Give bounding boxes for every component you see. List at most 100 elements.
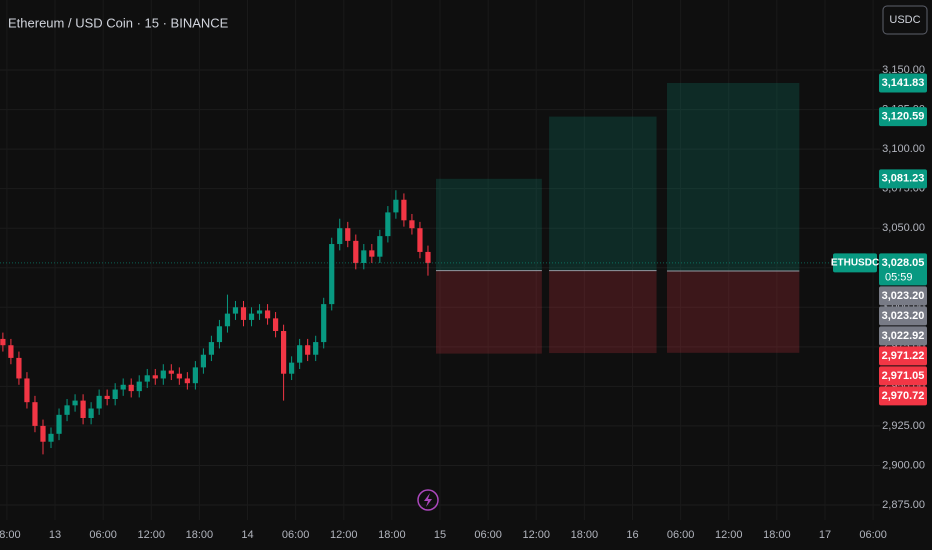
currency-button-label[interactable]: USDC <box>889 14 920 26</box>
candle-body <box>0 338 6 346</box>
candle-body <box>361 250 367 264</box>
candle-body <box>280 331 287 374</box>
price-badge <box>879 366 927 386</box>
x-tick-label: 18:00 <box>0 529 21 541</box>
candle-body <box>136 381 142 392</box>
x-tick-label: 06:00 <box>859 529 887 541</box>
loss-zone <box>549 270 657 354</box>
countdown-label: 05:59 <box>885 271 913 283</box>
candle-body <box>409 220 415 229</box>
price-badge <box>879 286 927 306</box>
price-badge <box>879 306 927 326</box>
candle-body <box>385 212 391 237</box>
candle-body <box>305 345 311 355</box>
candle-body <box>48 433 54 442</box>
candle-body <box>176 373 182 379</box>
candle-body <box>417 228 423 252</box>
price-badge-label: 3,022.92 <box>882 330 925 342</box>
x-tick-label: 12:00 <box>715 529 743 541</box>
candle-body <box>337 228 343 245</box>
candle-body <box>16 357 22 379</box>
price-badge <box>879 253 927 286</box>
candle-body <box>248 313 255 320</box>
candle-body <box>264 310 271 319</box>
x-tick-label: 17 <box>819 529 831 541</box>
price-badge-label: 3,141.83 <box>882 77 925 89</box>
price-badge-label: 3,023.20 <box>882 290 925 302</box>
x-tick-label: 06:00 <box>89 529 117 541</box>
x-tick-label: 12:00 <box>330 529 358 541</box>
y-tick-label: 2,900.00 <box>882 459 925 471</box>
candle-body <box>345 228 351 241</box>
candle-body <box>377 236 383 257</box>
candle-body <box>369 250 375 257</box>
candle-body <box>297 345 303 363</box>
candle-body <box>208 342 215 355</box>
x-tick-label: 16 <box>626 529 638 541</box>
x-tick-label: 06:00 <box>667 529 695 541</box>
loss-zone <box>666 271 800 353</box>
y-tick-label: 3,050.00 <box>882 222 925 234</box>
candle-body <box>393 199 399 213</box>
candle-body <box>56 414 62 434</box>
candle-body <box>272 318 279 332</box>
price-badge <box>879 326 927 346</box>
candle-body <box>353 240 359 264</box>
price-badge <box>879 107 927 127</box>
price-badge <box>879 169 927 189</box>
candle-body <box>256 310 263 314</box>
candle-body <box>120 384 126 390</box>
price-badge <box>879 386 927 406</box>
candle-body <box>96 395 102 409</box>
candle-body <box>425 251 431 263</box>
candle-body <box>401 199 407 221</box>
candle-body <box>200 354 207 368</box>
x-tick-label: 14 <box>241 529 253 541</box>
loss-zone <box>435 270 542 354</box>
price-badge-label: 2,971.22 <box>882 350 925 362</box>
candle-body <box>232 307 239 314</box>
y-tick-label: 3,100.00 <box>882 143 925 155</box>
events-icon[interactable] <box>417 489 439 511</box>
candle-body <box>160 370 166 379</box>
candle-body <box>128 384 134 392</box>
y-tick-label: 2,925.00 <box>882 420 925 432</box>
x-tick-label: 15 <box>434 529 446 541</box>
price-badge-label: 3,023.20 <box>882 310 925 322</box>
currency-button[interactable] <box>882 5 928 35</box>
price-badge-label: 3,081.23 <box>882 173 925 185</box>
candle-body <box>168 370 174 374</box>
x-tick-label: 18:00 <box>186 529 214 541</box>
profit-zone <box>435 178 542 271</box>
candle-body <box>8 345 14 358</box>
candle-body <box>329 244 335 305</box>
x-tick-label: 12:00 <box>137 529 165 541</box>
plot <box>0 82 880 455</box>
candle-body <box>80 400 86 418</box>
candle-body <box>240 307 247 320</box>
candle-body <box>184 378 190 384</box>
candle-body <box>72 400 78 406</box>
candle-body <box>112 389 118 400</box>
symbol-badge <box>833 253 877 273</box>
candle-body <box>313 342 319 355</box>
candle-body <box>224 313 231 327</box>
x-tick-label: 18:00 <box>763 529 791 541</box>
grid <box>0 0 880 520</box>
candle-body <box>289 362 295 374</box>
candle-body <box>88 408 94 418</box>
candle-body <box>152 375 158 379</box>
candle-body <box>40 425 46 442</box>
x-tick-label: 06:00 <box>282 529 310 541</box>
symbol-label: ETHUSDC <box>831 258 879 269</box>
x-tick-label: 18:00 <box>571 529 599 541</box>
price-badge <box>879 73 927 93</box>
x-tick-label: 13 <box>49 529 61 541</box>
candle-body <box>144 375 150 382</box>
candle-body <box>32 402 38 426</box>
y-tick-label: 2,875.00 <box>882 499 925 511</box>
candle-body <box>64 405 70 415</box>
price-badge <box>879 346 927 366</box>
price-badge-label: 2,971.05 <box>882 370 925 382</box>
